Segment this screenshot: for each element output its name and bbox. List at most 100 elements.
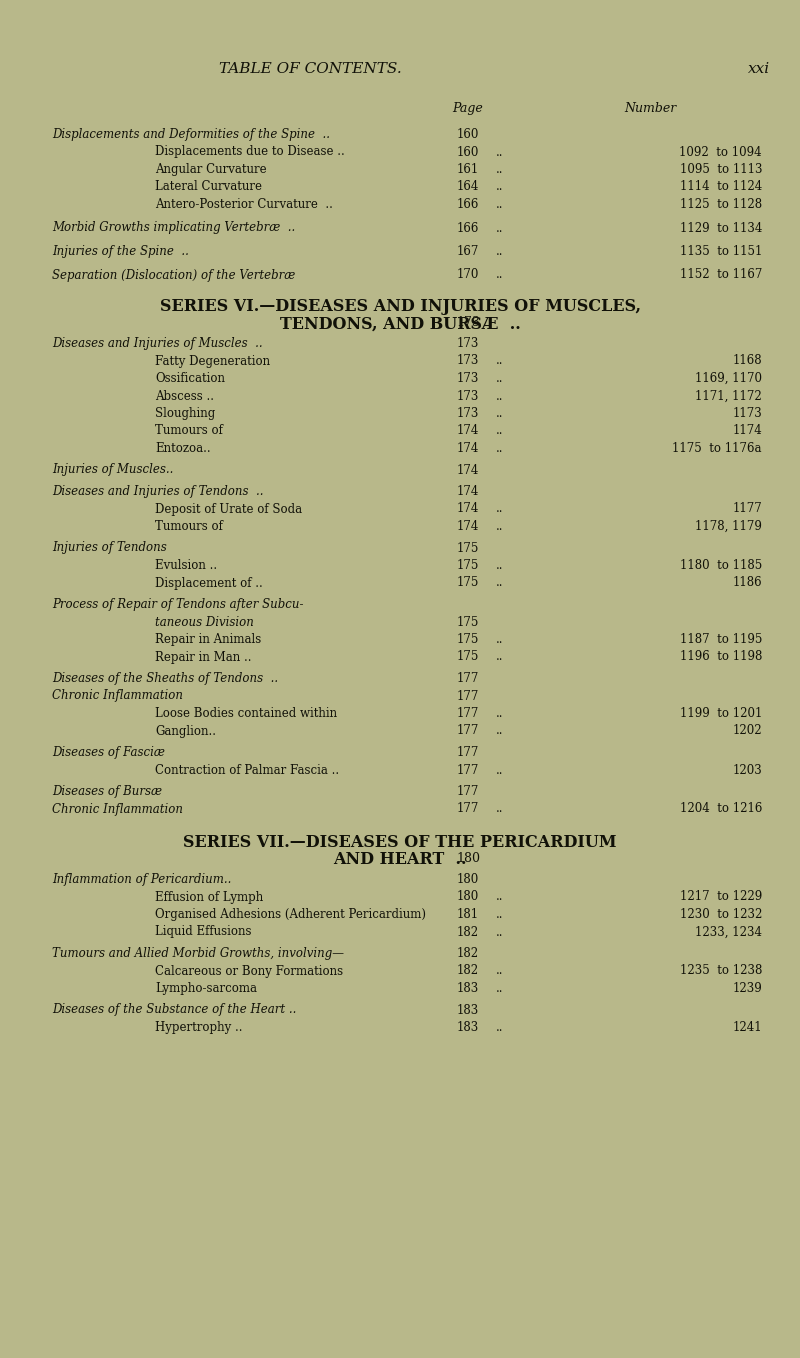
Text: Loose Bodies contained within: Loose Bodies contained within bbox=[155, 708, 337, 720]
Text: 177: 177 bbox=[457, 746, 479, 759]
Text: 175: 175 bbox=[457, 615, 479, 629]
Text: ..: .. bbox=[496, 407, 503, 420]
Text: TABLE OF CONTENTS.: TABLE OF CONTENTS. bbox=[218, 62, 402, 76]
Text: Diseases of the Sheaths of Tendons  ..: Diseases of the Sheaths of Tendons .. bbox=[52, 672, 278, 684]
Text: Displacement of ..: Displacement of .. bbox=[155, 577, 262, 589]
Text: Entozoa..: Entozoa.. bbox=[155, 441, 210, 455]
Text: Sloughing: Sloughing bbox=[155, 407, 215, 420]
Text: Effusion of Lymph: Effusion of Lymph bbox=[155, 891, 263, 903]
Text: 182: 182 bbox=[457, 926, 479, 938]
Text: 173: 173 bbox=[457, 407, 479, 420]
Text: ..: .. bbox=[496, 244, 503, 258]
Text: ..: .. bbox=[496, 163, 503, 177]
Text: 1180  to 1185: 1180 to 1185 bbox=[680, 559, 762, 572]
Text: ..: .. bbox=[496, 763, 503, 777]
Text: Tumours of: Tumours of bbox=[155, 520, 223, 532]
Text: Evulsion ..: Evulsion .. bbox=[155, 559, 217, 572]
Text: ..: .. bbox=[496, 982, 503, 995]
Text: 175: 175 bbox=[457, 542, 479, 554]
Text: ..: .. bbox=[496, 708, 503, 720]
Text: ..: .. bbox=[496, 1021, 503, 1033]
Text: 180: 180 bbox=[457, 873, 479, 885]
Text: ..: .. bbox=[496, 441, 503, 455]
Text: 1177: 1177 bbox=[732, 502, 762, 516]
Text: Injuries of the Spine  ..: Injuries of the Spine .. bbox=[52, 244, 189, 258]
Text: Organised Adhesions (Adherent Pericardium): Organised Adhesions (Adherent Pericardiu… bbox=[155, 909, 426, 921]
Text: 1169, 1170: 1169, 1170 bbox=[695, 372, 762, 386]
Text: 1196  to 1198: 1196 to 1198 bbox=[680, 650, 762, 664]
Text: 1202: 1202 bbox=[732, 725, 762, 737]
Text: 1217  to 1229: 1217 to 1229 bbox=[680, 891, 762, 903]
Text: TENDONS, AND BURSÆ  ..: TENDONS, AND BURSÆ .. bbox=[280, 315, 520, 333]
Text: Calcareous or Bony Formations: Calcareous or Bony Formations bbox=[155, 964, 343, 978]
Text: Inflammation of Pericardium..: Inflammation of Pericardium.. bbox=[52, 873, 231, 885]
Text: SERIES VII.—DISEASES OF THE PERICARDIUM: SERIES VII.—DISEASES OF THE PERICARDIUM bbox=[183, 834, 617, 851]
Text: 174: 174 bbox=[457, 441, 479, 455]
Text: ..: .. bbox=[496, 559, 503, 572]
Text: ..: .. bbox=[496, 181, 503, 193]
Text: 177: 177 bbox=[457, 803, 479, 816]
Text: 180: 180 bbox=[456, 851, 480, 865]
Text: Diseases and Injuries of Tendons  ..: Diseases and Injuries of Tendons .. bbox=[52, 485, 263, 498]
Text: Lympho-sarcoma: Lympho-sarcoma bbox=[155, 982, 257, 995]
Text: 177: 177 bbox=[457, 763, 479, 777]
Text: 167: 167 bbox=[457, 244, 479, 258]
Text: 174: 174 bbox=[457, 520, 479, 532]
Text: 1186: 1186 bbox=[732, 577, 762, 589]
Text: ..: .. bbox=[496, 909, 503, 921]
Text: 175: 175 bbox=[457, 633, 479, 646]
Text: Tumours of: Tumours of bbox=[155, 425, 223, 437]
Text: Ganglion..: Ganglion.. bbox=[155, 725, 216, 737]
Text: 1129  to 1134: 1129 to 1134 bbox=[680, 221, 762, 235]
Text: 170: 170 bbox=[457, 269, 479, 281]
Text: 1173: 1173 bbox=[732, 407, 762, 420]
Text: ..: .. bbox=[496, 269, 503, 281]
Text: 1203: 1203 bbox=[732, 763, 762, 777]
Text: 175: 175 bbox=[457, 559, 479, 572]
Text: ..: .. bbox=[496, 502, 503, 516]
Text: 183: 183 bbox=[457, 1004, 479, 1017]
Text: ..: .. bbox=[496, 633, 503, 646]
Text: Displacements and Deformities of the Spine  ..: Displacements and Deformities of the Spi… bbox=[52, 128, 330, 141]
Text: 177: 177 bbox=[457, 725, 479, 737]
Text: 160: 160 bbox=[457, 145, 479, 159]
Text: 182: 182 bbox=[457, 964, 479, 978]
Text: ..: .. bbox=[496, 803, 503, 816]
Text: Diseases of the Substance of the Heart ..: Diseases of the Substance of the Heart .… bbox=[52, 1004, 296, 1017]
Text: 1152  to 1167: 1152 to 1167 bbox=[680, 269, 762, 281]
Text: Injuries of Tendons: Injuries of Tendons bbox=[52, 542, 166, 554]
Text: ..: .. bbox=[496, 891, 503, 903]
Text: 177: 177 bbox=[457, 708, 479, 720]
Text: 1092  to 1094: 1092 to 1094 bbox=[679, 145, 762, 159]
Text: ..: .. bbox=[496, 198, 503, 210]
Text: 161: 161 bbox=[457, 163, 479, 177]
Text: 1135  to 1151: 1135 to 1151 bbox=[680, 244, 762, 258]
Text: 1235  to 1238: 1235 to 1238 bbox=[680, 964, 762, 978]
Text: ..: .. bbox=[496, 372, 503, 386]
Text: ..: .. bbox=[496, 577, 503, 589]
Text: 1230  to 1232: 1230 to 1232 bbox=[680, 909, 762, 921]
Text: 160: 160 bbox=[457, 128, 479, 141]
Text: AND HEART  ..: AND HEART .. bbox=[334, 851, 466, 869]
Text: 1239: 1239 bbox=[732, 982, 762, 995]
Text: 174: 174 bbox=[457, 485, 479, 498]
Text: taneous Division: taneous Division bbox=[155, 615, 254, 629]
Text: 182: 182 bbox=[457, 947, 479, 960]
Text: xxi: xxi bbox=[748, 62, 770, 76]
Text: Repair in Man ..: Repair in Man .. bbox=[155, 650, 251, 664]
Text: Liquid Effusions: Liquid Effusions bbox=[155, 926, 251, 938]
Text: Lateral Curvature: Lateral Curvature bbox=[155, 181, 262, 193]
Text: 183: 183 bbox=[457, 982, 479, 995]
Text: ..: .. bbox=[496, 221, 503, 235]
Text: Abscess ..: Abscess .. bbox=[155, 390, 214, 402]
Text: Displacements due to Disease ..: Displacements due to Disease .. bbox=[155, 145, 345, 159]
Text: Deposit of Urate of Soda: Deposit of Urate of Soda bbox=[155, 502, 302, 516]
Text: Contraction of Palmar Fascia ..: Contraction of Palmar Fascia .. bbox=[155, 763, 339, 777]
Text: 1178, 1179: 1178, 1179 bbox=[695, 520, 762, 532]
Text: Diseases of Fasciæ: Diseases of Fasciæ bbox=[52, 746, 165, 759]
Text: Diseases and Injuries of Muscles  ..: Diseases and Injuries of Muscles .. bbox=[52, 337, 262, 350]
Text: 1175  to 1176a: 1175 to 1176a bbox=[673, 441, 762, 455]
Text: 1187  to 1195: 1187 to 1195 bbox=[680, 633, 762, 646]
Text: 173: 173 bbox=[457, 372, 479, 386]
Text: Chronic Inflammation: Chronic Inflammation bbox=[52, 803, 183, 816]
